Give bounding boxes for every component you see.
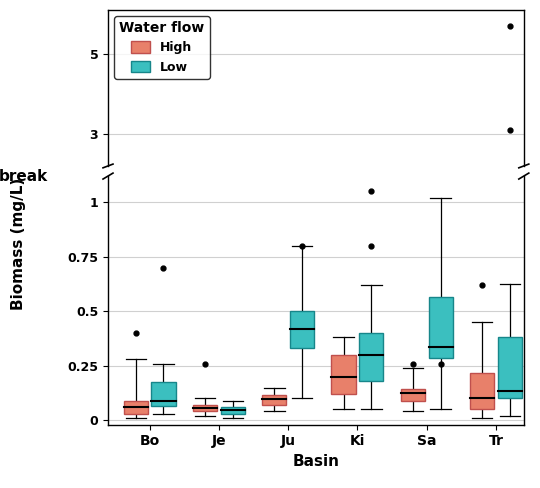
Bar — [193, 405, 217, 411]
Bar — [498, 239, 522, 250]
Bar — [290, 311, 314, 348]
Bar — [332, 355, 356, 394]
Bar — [498, 337, 522, 398]
Bar — [401, 248, 425, 250]
Bar — [151, 247, 176, 251]
Bar — [429, 297, 453, 358]
Bar — [332, 242, 356, 249]
Bar — [470, 245, 494, 252]
Bar — [124, 401, 148, 414]
Legend: High, Low: High, Low — [114, 16, 210, 79]
X-axis label: Basin: Basin — [292, 454, 340, 469]
Bar — [221, 407, 245, 414]
Bar — [124, 250, 148, 253]
Bar — [359, 238, 383, 247]
Bar — [262, 395, 286, 405]
Bar — [470, 373, 494, 409]
Bar — [429, 231, 453, 243]
Bar — [290, 234, 314, 241]
Text: Biomass (mg/L): Biomass (mg/L) — [11, 178, 26, 310]
Bar — [193, 251, 217, 252]
Bar — [401, 388, 425, 401]
Bar — [359, 333, 383, 381]
Bar — [262, 249, 286, 251]
Text: break: break — [0, 168, 48, 183]
Bar — [151, 382, 176, 406]
Bar — [221, 252, 245, 253]
